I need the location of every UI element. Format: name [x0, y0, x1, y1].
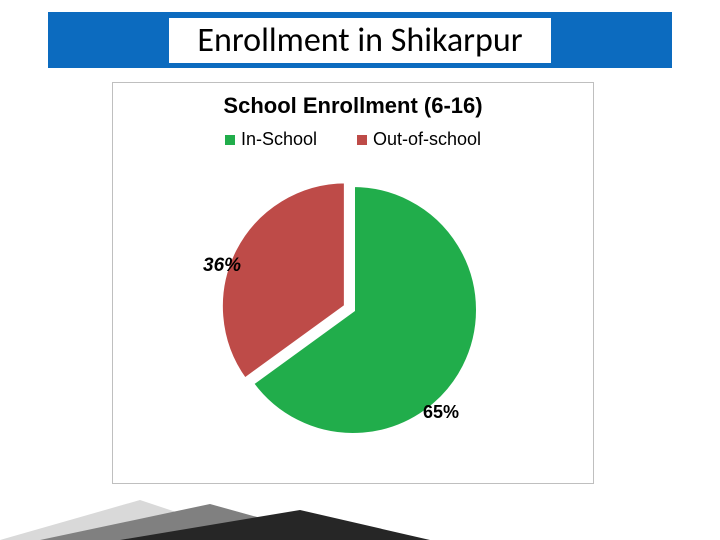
legend-swatch-out-of-school [357, 135, 367, 145]
page-title: Enrollment in Shikarpur [169, 18, 550, 63]
footer-decoration [0, 480, 720, 540]
legend-item-out-of-school: Out-of-school [357, 129, 481, 150]
slice-label-out-of-school: 36% [203, 255, 241, 277]
deco-shape-0 [0, 500, 260, 540]
chart-title: School Enrollment (6-16) [113, 93, 593, 119]
slice-label-in-school: 65% [423, 402, 459, 423]
pie-area: 36% 65% [113, 150, 593, 450]
deco-shape-2 [120, 510, 430, 540]
pie-chart [113, 150, 593, 450]
chart-legend: In-School Out-of-school [113, 129, 593, 150]
legend-swatch-in-school [225, 135, 235, 145]
legend-label-in-school: In-School [241, 129, 317, 150]
deco-shape-1 [40, 504, 340, 540]
header-bar: Enrollment in Shikarpur [48, 12, 672, 68]
chart-container: School Enrollment (6-16) In-School Out-o… [112, 82, 594, 484]
legend-item-in-school: In-School [225, 129, 317, 150]
legend-label-out-of-school: Out-of-school [373, 129, 481, 150]
